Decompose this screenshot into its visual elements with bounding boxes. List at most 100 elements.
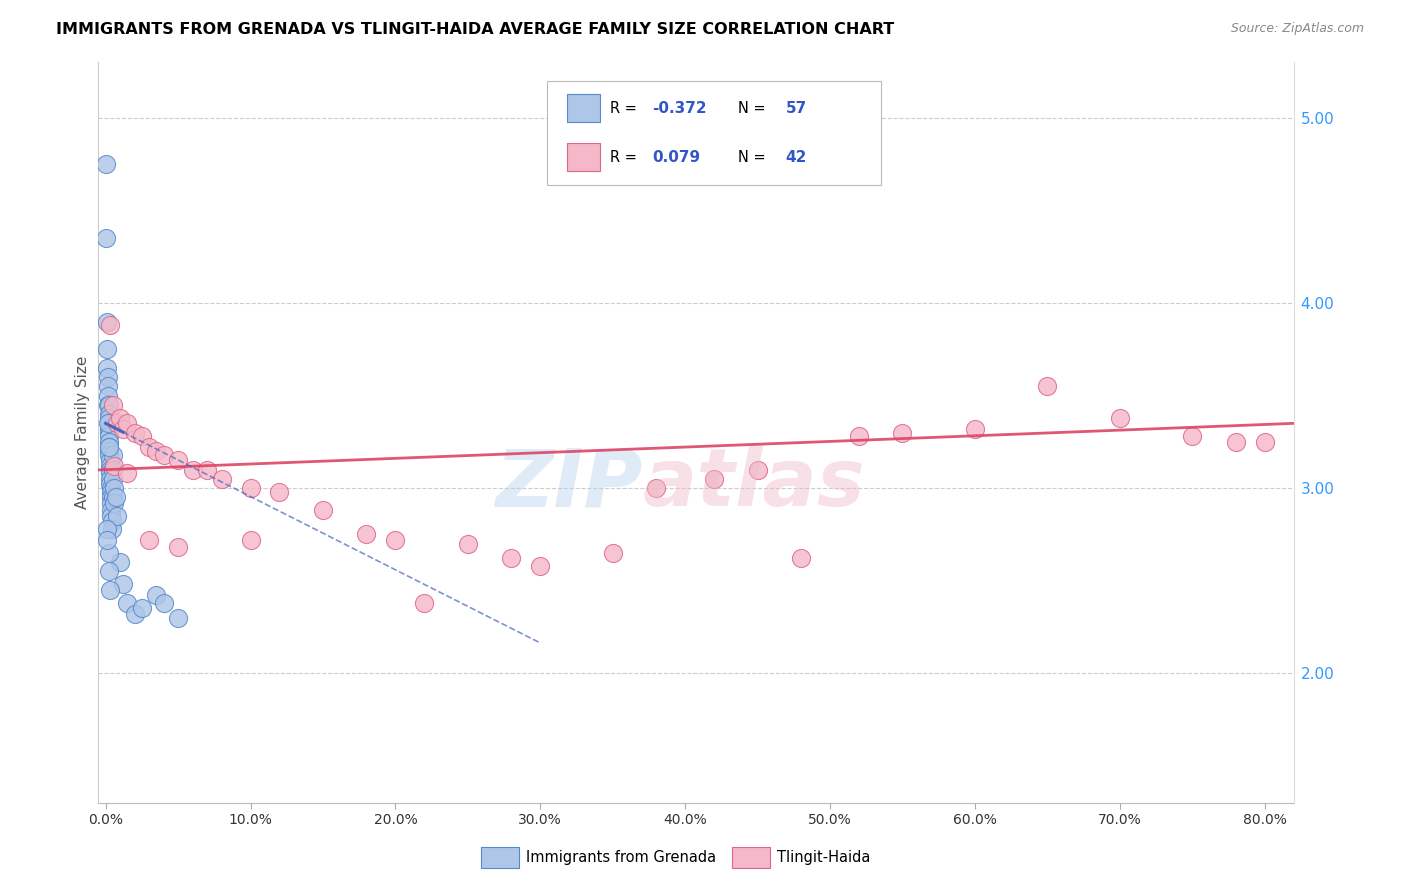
Point	[96, 533, 118, 547]
Point	[97, 546, 120, 560]
Point	[239, 533, 262, 547]
Point	[98, 477, 121, 491]
Point	[98, 467, 121, 481]
Point	[501, 551, 523, 566]
Point	[98, 434, 121, 449]
Point	[117, 417, 139, 431]
Point	[963, 422, 986, 436]
Point	[97, 410, 120, 425]
Point	[645, 481, 668, 495]
Point	[167, 453, 190, 467]
Text: 0.079: 0.079	[652, 150, 700, 165]
Text: ZIP: ZIP	[495, 445, 643, 524]
Point	[101, 515, 124, 529]
Point	[104, 491, 127, 505]
Point	[1253, 434, 1275, 449]
Point	[124, 425, 146, 440]
Point	[97, 370, 120, 384]
Point	[356, 527, 378, 541]
Point	[138, 533, 160, 547]
Point	[848, 429, 870, 443]
Text: N =: N =	[738, 150, 770, 165]
Point	[117, 596, 139, 610]
Point	[790, 551, 813, 566]
Point	[100, 491, 122, 505]
Point	[98, 582, 121, 597]
Point	[105, 417, 128, 431]
Point	[167, 611, 190, 625]
Point	[413, 596, 436, 610]
Point	[96, 343, 118, 357]
Point	[101, 472, 124, 486]
Bar	[567, 143, 600, 171]
Text: atlas: atlas	[643, 445, 865, 524]
Point	[457, 536, 479, 550]
Point	[145, 444, 167, 458]
Point	[100, 484, 122, 499]
Point	[100, 503, 122, 517]
Point	[98, 462, 121, 476]
Point	[529, 558, 551, 573]
Point	[1181, 429, 1204, 443]
Point	[384, 533, 406, 547]
Text: -0.372: -0.372	[652, 101, 706, 116]
Point	[96, 157, 118, 171]
Point	[124, 607, 146, 621]
Point	[108, 410, 131, 425]
Point	[145, 589, 167, 603]
Point	[211, 472, 233, 486]
Point	[97, 417, 120, 431]
Point	[181, 462, 204, 476]
Point	[152, 596, 174, 610]
Point	[97, 398, 120, 412]
Point	[98, 444, 121, 458]
Point	[103, 481, 125, 495]
Text: Tlingit-Haida: Tlingit-Haida	[778, 850, 870, 865]
Bar	[733, 847, 770, 868]
Point	[98, 453, 121, 467]
Point	[97, 398, 120, 412]
Point	[138, 441, 160, 455]
Bar	[481, 847, 519, 868]
Point	[131, 429, 153, 443]
Point	[98, 472, 121, 486]
Point	[602, 546, 624, 560]
Point	[97, 422, 120, 436]
Point	[103, 496, 125, 510]
Bar	[567, 95, 600, 122]
Point	[1036, 379, 1059, 393]
Point	[1225, 434, 1247, 449]
Point	[96, 522, 118, 536]
Point	[96, 231, 118, 245]
Point	[105, 508, 128, 523]
Point	[101, 462, 124, 476]
Text: Source: ZipAtlas.com: Source: ZipAtlas.com	[1230, 22, 1364, 36]
Point	[100, 508, 122, 523]
Point	[101, 491, 124, 505]
Point	[112, 577, 135, 591]
FancyBboxPatch shape	[547, 81, 882, 185]
Text: R =: R =	[610, 150, 641, 165]
Point	[97, 441, 120, 455]
Text: 42: 42	[786, 150, 807, 165]
Point	[98, 318, 121, 333]
Point	[101, 522, 124, 536]
Point	[703, 472, 725, 486]
Point	[97, 389, 120, 403]
Text: N =: N =	[738, 101, 770, 116]
Point	[239, 481, 262, 495]
Point	[100, 481, 122, 495]
Point	[891, 425, 914, 440]
Point	[97, 407, 120, 421]
Point	[96, 315, 118, 329]
Point	[131, 601, 153, 615]
Point	[167, 541, 190, 555]
Point	[112, 422, 135, 436]
Point	[97, 429, 120, 443]
Text: 57: 57	[786, 101, 807, 116]
Text: IMMIGRANTS FROM GRENADA VS TLINGIT-HAIDA AVERAGE FAMILY SIZE CORRELATION CHART: IMMIGRANTS FROM GRENADA VS TLINGIT-HAIDA…	[56, 22, 894, 37]
Point	[97, 379, 120, 393]
Point	[1108, 410, 1130, 425]
Point	[195, 462, 218, 476]
Text: R =: R =	[610, 101, 641, 116]
